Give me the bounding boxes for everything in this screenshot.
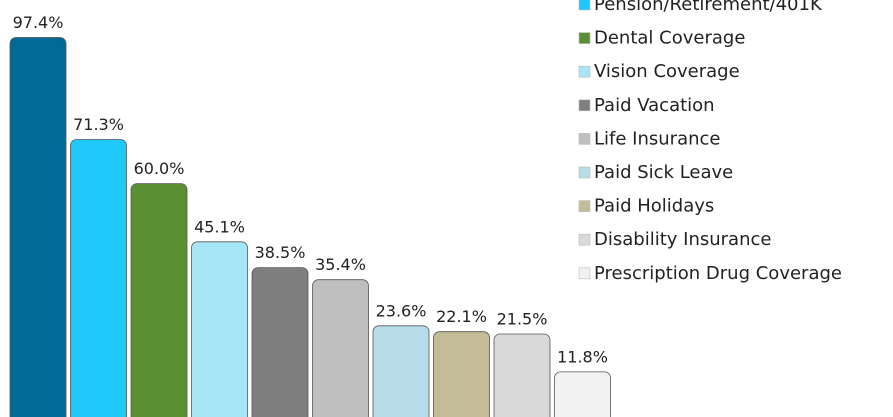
value-label: 35.4% [315, 255, 366, 274]
bar [251, 267, 309, 417]
bar [493, 333, 551, 417]
legend-swatch [578, 267, 591, 280]
legend-label: Vision Coverage [594, 61, 740, 82]
legend-swatch [578, 99, 591, 112]
value-label: 45.1% [194, 217, 245, 236]
value-label: 71.3% [73, 115, 124, 134]
legend-label: Paid Holidays [594, 196, 714, 217]
bar [433, 331, 490, 417]
value-label: 97.4% [13, 13, 64, 32]
legend-label: Pension/Retirement/401K [594, 0, 823, 15]
legend-swatch [578, 32, 591, 44]
legend-label: Dental Coverage [594, 28, 745, 49]
legend-swatch [578, 65, 591, 78]
legend-swatch [578, 200, 591, 212]
legend-label: Paid Vacation [594, 95, 715, 116]
legend-swatch [578, 166, 591, 179]
bar [554, 371, 611, 417]
bar [70, 139, 127, 417]
value-label: 60.0% [134, 159, 185, 178]
legend-label: Paid Sick Leave [594, 162, 733, 183]
legend-swatch [578, 233, 591, 246]
legend-label: Prescription Drug Coverage [594, 263, 842, 284]
value-label: 21.5% [497, 310, 548, 329]
bar [191, 241, 248, 417]
legend-label: Life Insurance [594, 128, 720, 149]
bar [372, 325, 430, 417]
legend-swatch [578, 133, 591, 145]
value-label: 11.8% [557, 347, 608, 366]
value-label: 38.5% [255, 243, 306, 262]
value-label: 22.1% [436, 307, 487, 326]
legend-label: Disability Insurance [594, 229, 771, 250]
bar [130, 183, 188, 417]
legend-swatch [578, 0, 591, 11]
value-label: 23.6% [376, 301, 427, 320]
bar [312, 279, 369, 417]
bar [9, 37, 67, 417]
